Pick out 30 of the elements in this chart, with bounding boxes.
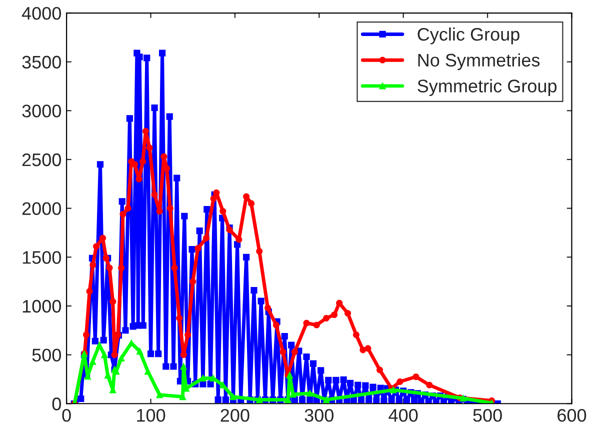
y-tick-label: 2000 xyxy=(22,202,61,216)
point xyxy=(144,368,152,375)
x-tick-label: 300 xyxy=(304,408,334,422)
x-tick-label: 0 xyxy=(62,408,71,422)
point xyxy=(230,393,236,400)
point xyxy=(180,363,187,370)
x-tick-label: 200 xyxy=(220,408,250,422)
y-tick-label: 1000 xyxy=(22,300,61,313)
point xyxy=(323,396,330,404)
y-tick-label: 3500 xyxy=(22,56,61,69)
x-tick-label: 100 xyxy=(137,408,166,422)
y-tick-label: 500 xyxy=(32,348,61,362)
point xyxy=(136,348,144,355)
legend-label: Symmetric Group xyxy=(418,79,557,96)
y-tick-label: 0 xyxy=(52,398,61,410)
point xyxy=(101,351,108,358)
y-tick-label: 2500 xyxy=(22,153,61,166)
y-tick-label: 4000 xyxy=(22,6,61,20)
point xyxy=(96,342,103,348)
legend-label: Cyclic Group xyxy=(418,27,520,44)
legend-label: No Symmetries xyxy=(418,53,540,70)
y-tick-label: 1500 xyxy=(22,251,61,264)
x-tick-label: 400 xyxy=(388,408,418,422)
point xyxy=(306,390,314,397)
y-tick-label: 3000 xyxy=(22,104,61,118)
point xyxy=(89,358,96,365)
point xyxy=(118,354,125,362)
point xyxy=(156,392,163,398)
x-tick-label: 600 xyxy=(558,408,586,422)
x-tick-label: 500 xyxy=(473,408,502,422)
